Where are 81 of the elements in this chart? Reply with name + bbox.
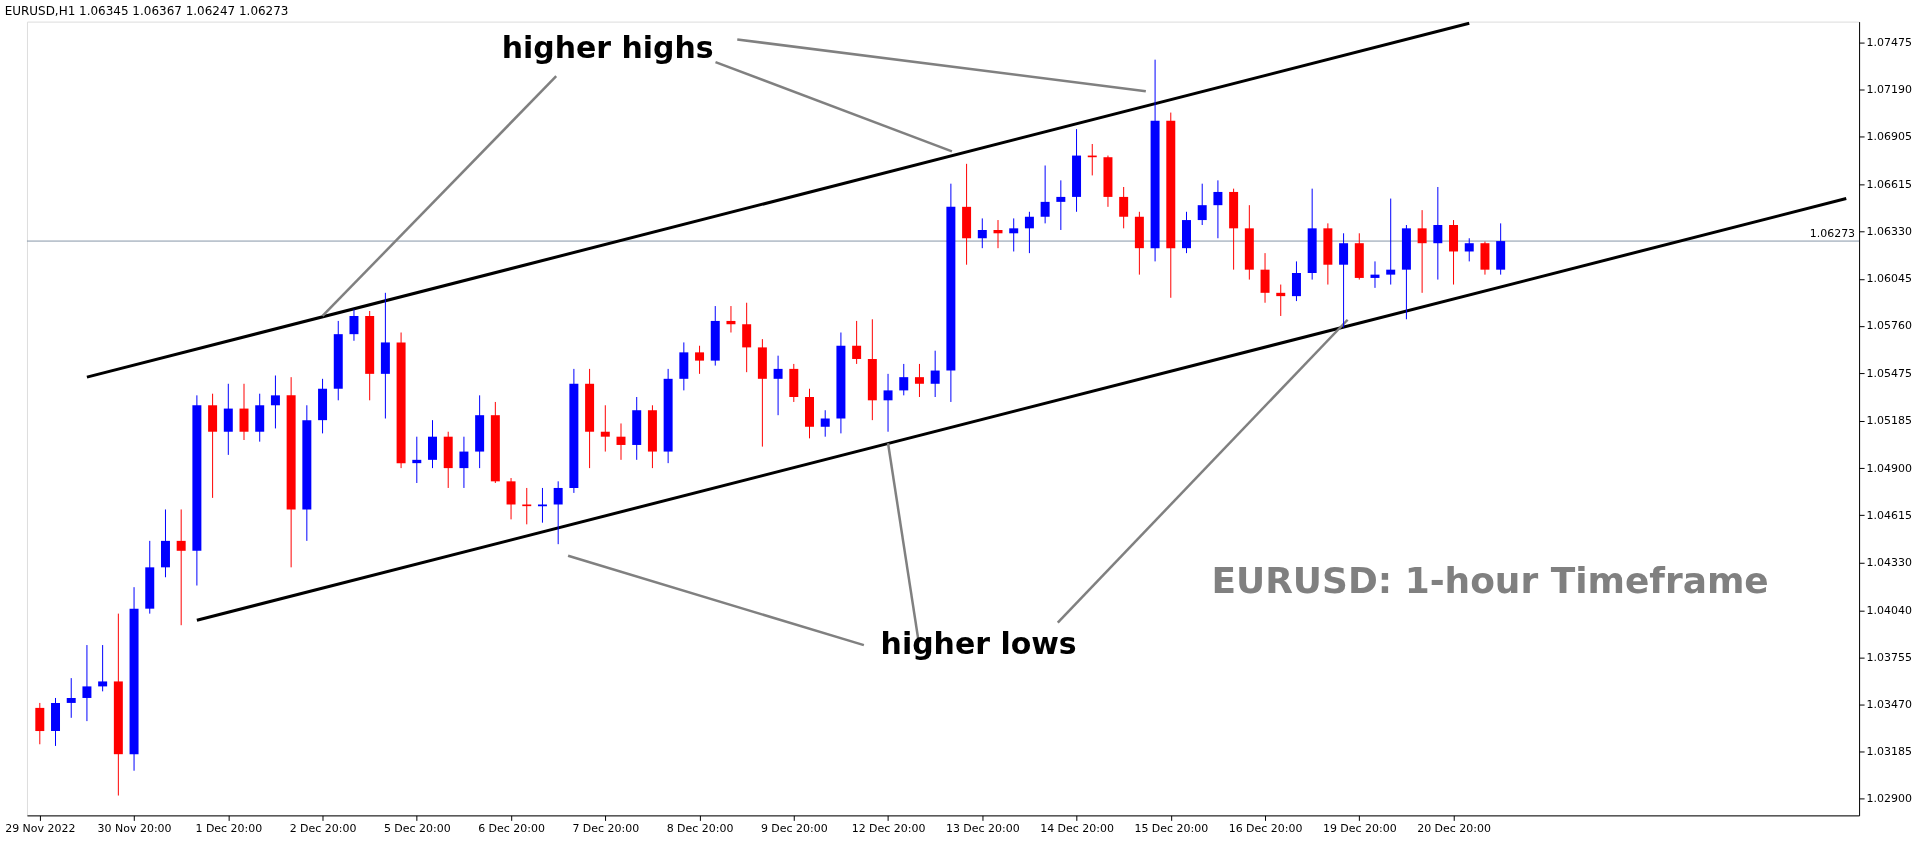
y-tick-label: 1.06905 — [1866, 130, 1912, 144]
candlestick — [852, 320, 862, 365]
candlestick — [522, 487, 532, 525]
x-tick-label: 1 Dec 20:00 — [195, 821, 263, 835]
candlestick — [899, 363, 909, 396]
candlestick — [1464, 237, 1474, 262]
candlestick — [773, 355, 783, 416]
candlestick — [239, 383, 249, 441]
x-tick-label: 9 Dec 20:00 — [760, 821, 828, 835]
x-tick-label: 15 Dec 20:00 — [1134, 821, 1209, 835]
candlestick — [1386, 198, 1396, 286]
x-tick-label: 8 Dec 20:00 — [666, 821, 734, 835]
candlestick — [726, 305, 736, 334]
candlestick — [883, 373, 893, 433]
candlestick — [1417, 209, 1427, 294]
candlestick — [1213, 179, 1223, 239]
x-tick-label: 7 Dec 20:00 — [572, 821, 640, 835]
candlestick — [1433, 186, 1443, 281]
candlestick — [82, 644, 92, 722]
chart-title: EURUSD,H1 1.06345 1.06367 1.06247 1.06273 — [4, 3, 289, 18]
candlestick — [428, 419, 437, 469]
y-tick-label: 1.06615 — [1866, 178, 1912, 191]
y-tick-label: 1.04040 — [1866, 603, 1912, 617]
y-tick-label: 1.04615 — [1866, 508, 1912, 522]
candlestick — [1276, 284, 1286, 317]
candlestick — [412, 436, 422, 484]
candlestick — [537, 487, 547, 524]
x-tick-label: 6 Dec 20:00 — [478, 821, 545, 835]
annotation: higher highs — [501, 29, 714, 65]
x-tick-label: 19 Dec 20:00 — [1322, 821, 1397, 835]
candlestick — [695, 345, 705, 375]
ref-line-label: 1.06273 — [1809, 227, 1856, 241]
x-tick-label: 20 Dec 20:00 — [1417, 821, 1491, 835]
candlestick — [1197, 183, 1207, 226]
candlestick — [1009, 217, 1019, 252]
candlestick — [459, 436, 469, 489]
y-tick-label: 1.03470 — [1866, 698, 1912, 712]
candlestick — [1339, 232, 1349, 329]
y-tick-label: 1.06045 — [1866, 272, 1912, 286]
candlestick — [506, 477, 516, 520]
y-tick-label: 1.05185 — [1866, 414, 1912, 428]
y-tick-label: 1.03185 — [1866, 745, 1912, 759]
candlestick — [1056, 179, 1066, 231]
candlestick — [35, 702, 45, 745]
candlestick — [977, 217, 987, 249]
candlestick — [98, 644, 108, 692]
y-tick-label: 1.07190 — [1866, 82, 1912, 96]
candlestick — [1024, 211, 1034, 254]
candlestick — [349, 308, 359, 342]
candlestick — [1260, 252, 1270, 304]
y-tick-label: 1.04330 — [1866, 555, 1912, 569]
x-tick-label: 14 Dec 20:00 — [1040, 821, 1114, 835]
x-tick-label: 2 Dec 20:00 — [289, 821, 357, 835]
candlestick — [930, 350, 940, 398]
x-tick-label: 12 Dec 20:00 — [851, 821, 926, 835]
x-tick-label: 30 Nov 20:00 — [97, 821, 172, 835]
candlestick — [553, 480, 563, 545]
y-tick-label: 1.06330 — [1866, 225, 1912, 239]
y-tick-label: 1.05760 — [1866, 319, 1912, 333]
candlestick — [820, 409, 830, 438]
x-tick-label: 5 Dec 20:00 — [383, 821, 451, 835]
candlestick — [600, 404, 610, 453]
candlestick — [1119, 186, 1129, 229]
annotation: EURUSD: 1-hour Timeframe — [1211, 560, 1769, 602]
candlestick — [223, 383, 233, 456]
candlestick — [742, 302, 752, 373]
y-tick-label: 1.04900 — [1866, 461, 1912, 475]
x-tick-label: 16 Dec 20:00 — [1228, 821, 1303, 835]
x-tick-label: 13 Dec 20:00 — [945, 821, 1020, 835]
y-tick-label: 1.05475 — [1866, 366, 1912, 380]
candlestick — [1040, 164, 1050, 224]
annotation: higher lows — [880, 626, 1077, 662]
candlestick — [1291, 260, 1301, 302]
y-tick-label: 1.03755 — [1866, 650, 1912, 664]
candlestick — [914, 363, 924, 398]
candlestick — [176, 508, 186, 626]
candlestick — [66, 677, 76, 719]
y-tick-label: 1.07475 — [1866, 35, 1912, 49]
x-tick-label: 29 Nov 2022 — [5, 821, 76, 835]
y-tick-label: 1.02900 — [1866, 792, 1912, 806]
candlestick — [270, 375, 280, 429]
